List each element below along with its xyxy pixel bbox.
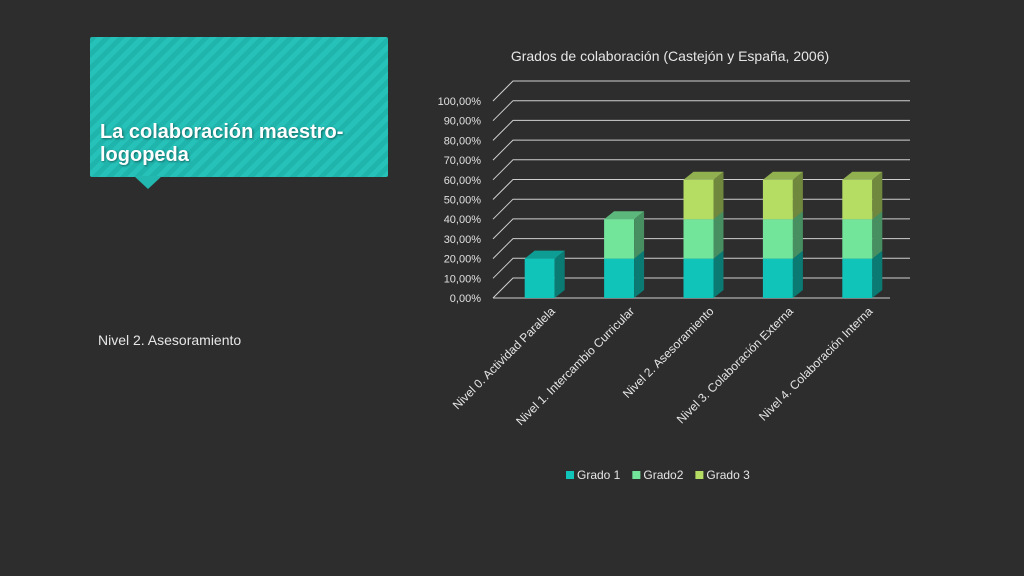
bar-segment xyxy=(683,171,724,220)
y-tick-label: 50,00% xyxy=(444,195,482,207)
legend-item: Grado 1 xyxy=(566,468,621,482)
legend-swatch xyxy=(695,471,704,479)
slide-body-text: Nivel 2. Asesoramiento xyxy=(98,332,242,348)
legend-item: Grado 3 xyxy=(695,468,750,482)
legend-label: Grado 3 xyxy=(706,468,750,482)
gridline xyxy=(492,80,910,102)
bar-segment xyxy=(762,171,803,220)
legend-label: Grado2 xyxy=(643,468,683,482)
legend-swatch xyxy=(632,471,641,479)
title-card-pointer xyxy=(134,176,162,189)
y-tick-label: 40,00% xyxy=(444,214,482,226)
legend-label: Grado 1 xyxy=(577,468,621,482)
bar-segment xyxy=(524,250,565,298)
y-tick-label: 70,00% xyxy=(444,155,482,167)
bar-segment xyxy=(604,211,645,259)
gridline xyxy=(492,100,910,122)
y-tick-label: 100,00% xyxy=(438,96,482,108)
y-tick-label: 90,00% xyxy=(444,116,482,128)
y-tick-label: 30,00% xyxy=(444,234,482,246)
chart-title: Grados de colaboración (Castejón y Españ… xyxy=(511,48,829,64)
legend-item: Grado2 xyxy=(632,468,684,482)
gridline xyxy=(492,119,910,141)
slide-title-card: La colaboración maestro-logopeda xyxy=(90,37,388,177)
y-tick-label: 10,00% xyxy=(444,273,482,285)
x-tick-label: Nivel 2. Asesoramiento xyxy=(620,304,717,401)
y-tick-label: 20,00% xyxy=(444,254,482,266)
y-tick-label: 80,00% xyxy=(444,135,482,147)
gridline xyxy=(492,139,910,161)
bar-segment xyxy=(842,171,883,220)
legend-swatch xyxy=(566,471,574,479)
gridline xyxy=(492,159,910,181)
slide-title: La colaboración maestro-logopeda xyxy=(100,121,344,166)
y-tick-label: 60,00% xyxy=(444,175,482,187)
y-tick-label: 0,00% xyxy=(450,293,481,305)
